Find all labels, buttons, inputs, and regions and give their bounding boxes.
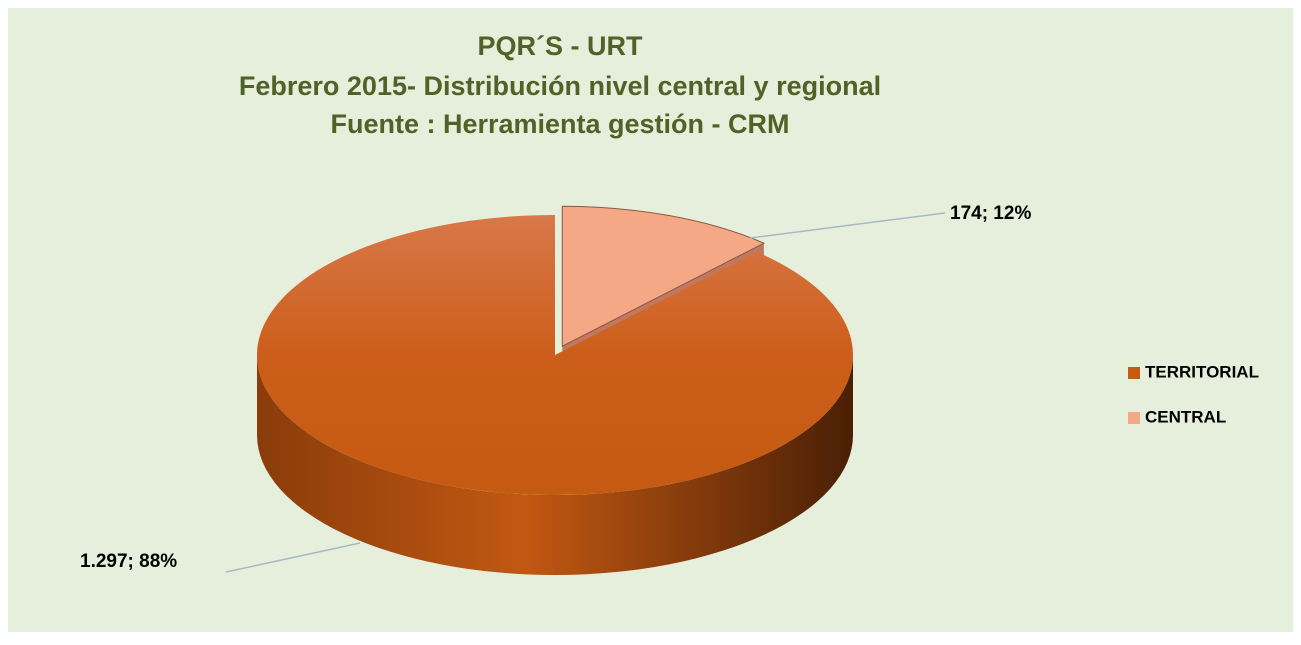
chart-title: PQR´S - URT (478, 31, 644, 61)
leader-line (225, 542, 361, 573)
legend-swatch (1128, 412, 1140, 424)
chart-title: Febrero 2015- Distribución nivel central… (239, 71, 881, 101)
value-label: 1.297; 88% (80, 551, 177, 572)
slice (561, 205, 766, 348)
value-label: 174; 12% (950, 203, 1031, 224)
leader-line (749, 212, 946, 239)
legend-swatch (1128, 367, 1140, 379)
slice (257, 215, 854, 496)
legend-label: CENTRAL (1145, 407, 1226, 426)
legend-label: TERRITORIAL (1145, 362, 1259, 381)
slice-side (257, 355, 853, 575)
chart-title: Fuente : Herramienta gestión - CRM (330, 109, 789, 139)
